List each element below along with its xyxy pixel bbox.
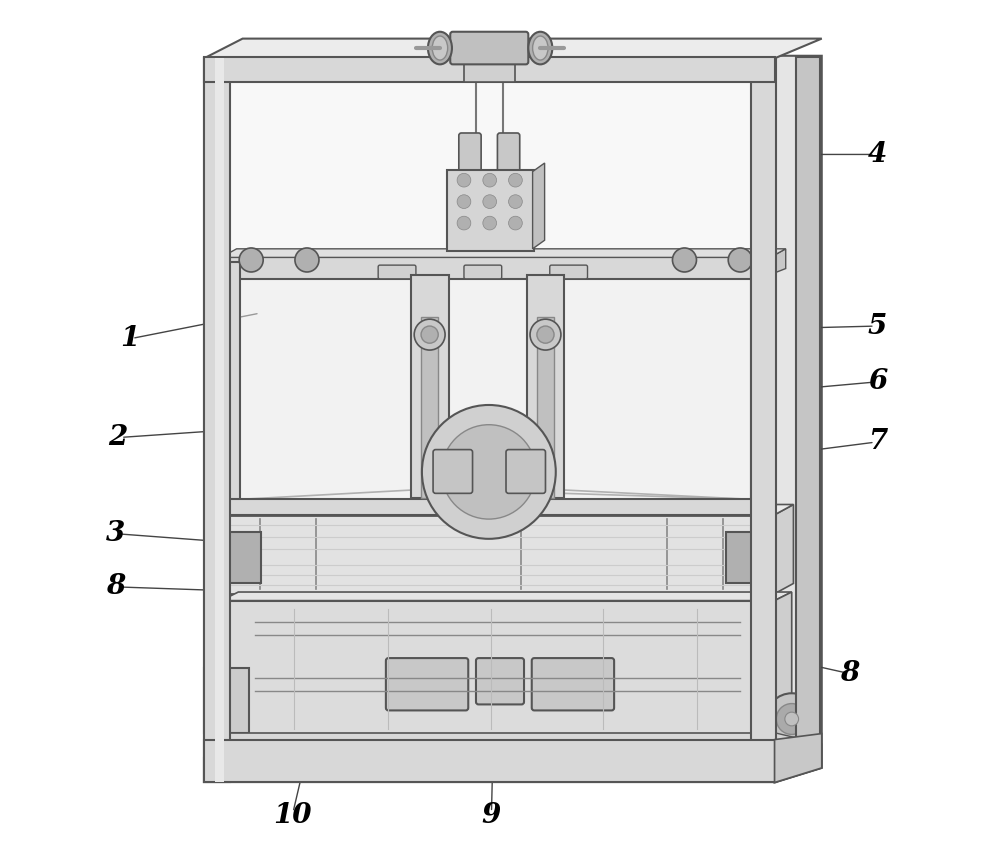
Circle shape (785, 712, 799, 726)
FancyBboxPatch shape (378, 265, 416, 279)
Ellipse shape (432, 36, 448, 60)
Circle shape (457, 195, 471, 208)
Circle shape (672, 248, 696, 272)
Polygon shape (775, 592, 792, 738)
Text: 5: 5 (868, 312, 887, 340)
Circle shape (537, 326, 554, 343)
Circle shape (414, 319, 445, 350)
FancyBboxPatch shape (532, 658, 614, 710)
Circle shape (509, 216, 522, 230)
FancyBboxPatch shape (751, 58, 776, 782)
Ellipse shape (528, 32, 552, 64)
Text: 1: 1 (120, 325, 139, 353)
Text: 8: 8 (840, 660, 859, 687)
FancyBboxPatch shape (221, 262, 240, 515)
Text: 2: 2 (109, 424, 128, 451)
FancyBboxPatch shape (204, 57, 775, 82)
FancyBboxPatch shape (215, 58, 224, 782)
FancyBboxPatch shape (450, 32, 528, 64)
FancyBboxPatch shape (221, 601, 775, 738)
FancyBboxPatch shape (459, 133, 481, 174)
Polygon shape (533, 163, 545, 249)
FancyBboxPatch shape (221, 262, 770, 515)
FancyBboxPatch shape (537, 317, 554, 498)
Polygon shape (775, 733, 822, 782)
FancyBboxPatch shape (796, 57, 820, 768)
Ellipse shape (533, 36, 548, 60)
Circle shape (483, 195, 497, 208)
Circle shape (509, 173, 522, 187)
FancyBboxPatch shape (497, 133, 520, 174)
FancyBboxPatch shape (221, 499, 770, 515)
Circle shape (239, 248, 263, 272)
Text: 6: 6 (868, 368, 887, 396)
Polygon shape (775, 505, 793, 594)
Circle shape (483, 173, 497, 187)
FancyBboxPatch shape (433, 450, 473, 493)
FancyBboxPatch shape (464, 60, 515, 82)
FancyBboxPatch shape (221, 257, 770, 279)
FancyBboxPatch shape (204, 668, 249, 733)
FancyBboxPatch shape (751, 262, 770, 515)
Circle shape (766, 693, 817, 745)
Polygon shape (221, 592, 792, 601)
Polygon shape (770, 249, 786, 275)
FancyBboxPatch shape (464, 265, 502, 279)
Circle shape (509, 195, 522, 208)
FancyBboxPatch shape (506, 450, 545, 493)
Polygon shape (221, 249, 786, 257)
FancyBboxPatch shape (411, 275, 449, 498)
FancyBboxPatch shape (204, 740, 775, 782)
FancyBboxPatch shape (204, 58, 230, 782)
Circle shape (421, 326, 438, 343)
Circle shape (776, 704, 807, 734)
Circle shape (442, 425, 536, 519)
Circle shape (457, 216, 471, 230)
Text: 8: 8 (106, 573, 125, 601)
Text: 3: 3 (106, 520, 125, 547)
Circle shape (530, 319, 561, 350)
Circle shape (213, 714, 224, 724)
FancyBboxPatch shape (726, 532, 763, 583)
FancyBboxPatch shape (224, 532, 261, 583)
Polygon shape (204, 39, 822, 58)
Text: 10: 10 (273, 801, 312, 829)
Text: 4: 4 (868, 141, 887, 168)
FancyBboxPatch shape (204, 733, 775, 748)
FancyBboxPatch shape (221, 515, 775, 594)
Polygon shape (775, 56, 822, 782)
Ellipse shape (428, 32, 452, 64)
FancyBboxPatch shape (527, 275, 564, 498)
Circle shape (295, 248, 319, 272)
FancyBboxPatch shape (386, 658, 468, 710)
Circle shape (422, 405, 556, 539)
FancyBboxPatch shape (550, 265, 588, 279)
FancyBboxPatch shape (204, 758, 775, 782)
Text: 7: 7 (868, 428, 887, 456)
FancyBboxPatch shape (476, 658, 524, 704)
Polygon shape (775, 734, 822, 782)
Text: 9: 9 (482, 801, 501, 829)
Polygon shape (221, 505, 793, 515)
FancyBboxPatch shape (447, 170, 534, 251)
FancyBboxPatch shape (421, 317, 438, 498)
Circle shape (483, 216, 497, 230)
FancyBboxPatch shape (204, 58, 775, 782)
Circle shape (457, 173, 471, 187)
Circle shape (728, 248, 752, 272)
